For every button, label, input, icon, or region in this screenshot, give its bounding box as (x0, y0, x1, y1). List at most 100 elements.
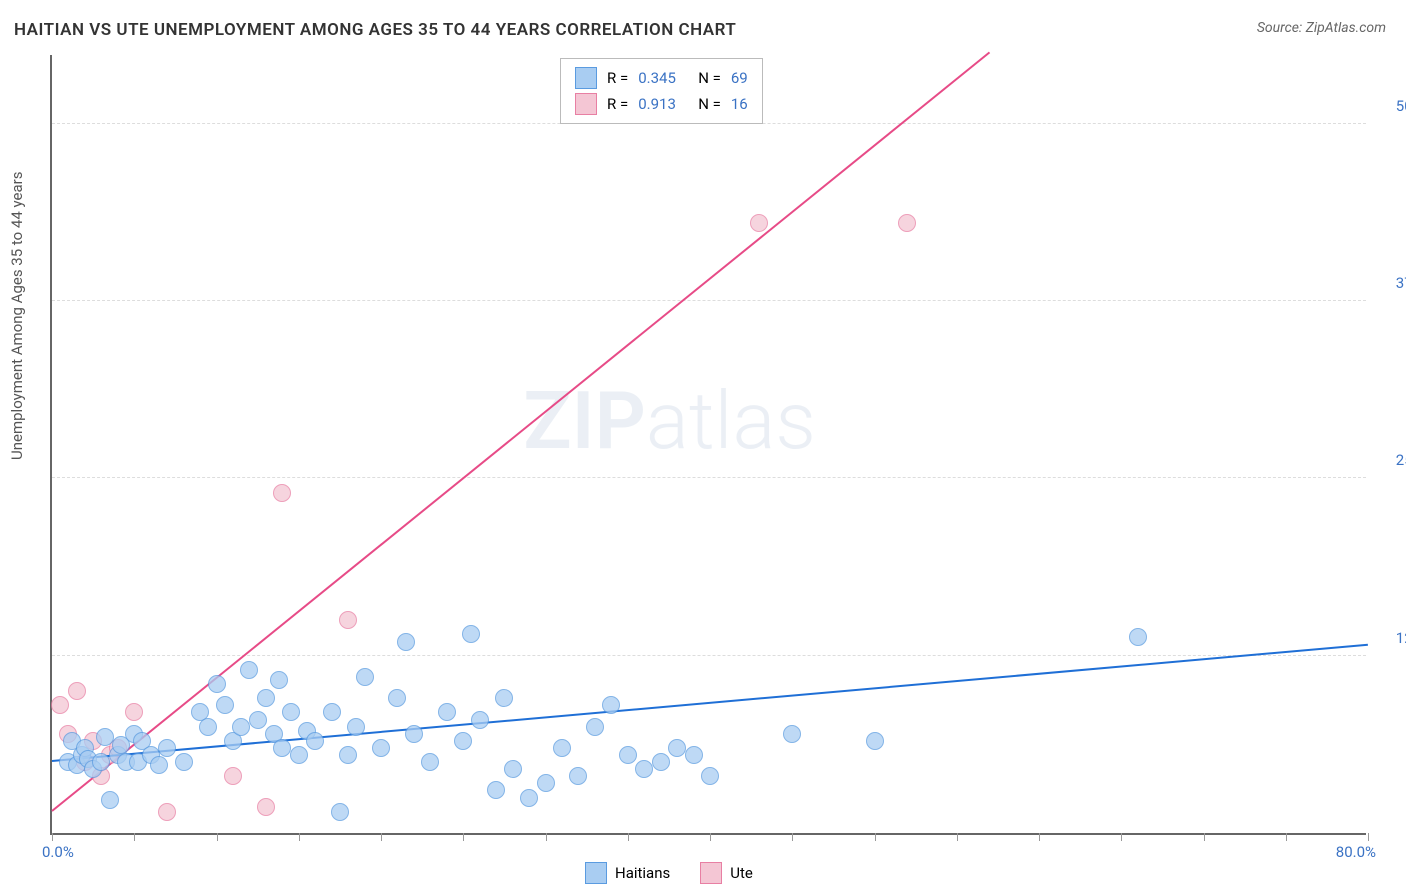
data-point-haitians (331, 803, 349, 821)
data-point-haitians (553, 739, 571, 757)
swatch-haitians (575, 67, 597, 89)
data-point-haitians (240, 661, 258, 679)
data-point-haitians (586, 718, 604, 736)
n-value-ute: 16 (731, 95, 748, 113)
gridline (52, 300, 1366, 301)
data-point-haitians (175, 753, 193, 771)
data-point-haitians (520, 789, 538, 807)
y-tick-label: 50.0% (1396, 97, 1406, 115)
x-minor-tick (628, 833, 629, 841)
watermark: ZIPatlas (523, 374, 816, 468)
swatch-haitians (585, 862, 607, 884)
x-minor-tick (299, 833, 300, 841)
data-point-ute (257, 798, 275, 816)
data-point-ute (68, 682, 86, 700)
x-minor-tick (957, 833, 958, 841)
chart-title: HAITIAN VS UTE UNEMPLOYMENT AMONG AGES 3… (14, 20, 736, 40)
x-minor-tick (1039, 833, 1040, 841)
data-point-haitians (405, 725, 423, 743)
y-axis-label: Unemployment Among Ages 35 to 44 years (8, 172, 26, 460)
legend-row-haitians: R = 0.345 N = 69 (575, 65, 748, 91)
x-minor-tick (1368, 833, 1369, 841)
series-legend: Haitians Ute (585, 862, 753, 884)
data-point-ute (158, 803, 176, 821)
data-point-haitians (356, 668, 374, 686)
data-point-haitians (602, 696, 620, 714)
x-tick-right: 80.0% (1336, 843, 1376, 861)
x-minor-tick (1121, 833, 1122, 841)
data-point-haitians (290, 746, 308, 764)
y-tick-label: 12.5% (1396, 629, 1406, 647)
data-point-haitians (783, 725, 801, 743)
data-point-haitians (495, 689, 513, 707)
gridline (52, 655, 1366, 656)
data-point-ute (339, 611, 357, 629)
data-point-haitians (438, 703, 456, 721)
data-point-haitians (701, 767, 719, 785)
correlation-legend: R = 0.345 N = 69 R = 0.913 N = 16 (560, 58, 763, 124)
x-minor-tick (52, 833, 53, 841)
x-minor-tick (792, 833, 793, 841)
data-point-haitians (306, 732, 324, 750)
x-minor-tick (1286, 833, 1287, 841)
watermark-atlas: atlas (646, 374, 816, 468)
data-point-haitians (569, 767, 587, 785)
r-label: R = (607, 95, 628, 113)
data-point-haitians (96, 728, 114, 746)
data-point-haitians (208, 675, 226, 693)
gridline (52, 477, 1366, 478)
data-point-haitians (339, 746, 357, 764)
x-minor-tick (546, 833, 547, 841)
watermark-zip: ZIP (523, 374, 646, 468)
swatch-ute (700, 862, 722, 884)
data-point-haitians (454, 732, 472, 750)
data-point-haitians (487, 781, 505, 799)
x-minor-tick (875, 833, 876, 841)
data-point-haitians (199, 718, 217, 736)
x-minor-tick (1204, 833, 1205, 841)
n-value-haitians: 69 (731, 69, 748, 87)
n-label: N = (698, 69, 721, 87)
data-point-haitians (537, 774, 555, 792)
data-point-haitians (504, 760, 522, 778)
data-point-ute (51, 696, 69, 714)
data-point-haitians (421, 753, 439, 771)
data-point-haitians (372, 739, 390, 757)
source-label: Source: ZipAtlas.com (1257, 20, 1386, 36)
legend-item-haitians: Haitians (585, 862, 670, 884)
plot-area: ZIPatlas 12.5%25.0%37.5%50.0%0.0%80.0% (50, 55, 1366, 835)
data-point-haitians (249, 711, 267, 729)
data-point-haitians (101, 791, 119, 809)
data-point-haitians (150, 756, 168, 774)
data-point-ute (273, 484, 291, 502)
data-point-haitians (273, 739, 291, 757)
x-minor-tick (381, 833, 382, 841)
data-point-haitians (388, 689, 406, 707)
y-tick-label: 37.5% (1396, 274, 1406, 292)
data-point-ute (224, 767, 242, 785)
data-point-haitians (282, 703, 300, 721)
r-value-haitians: 0.345 (638, 69, 688, 87)
regression-line-ute (51, 51, 990, 811)
data-point-haitians (619, 746, 637, 764)
data-point-haitians (270, 671, 288, 689)
x-minor-tick (134, 833, 135, 841)
data-point-haitians (1129, 628, 1147, 646)
legend-label-haitians: Haitians (615, 864, 670, 882)
data-point-haitians (216, 696, 234, 714)
r-label: R = (607, 69, 628, 87)
swatch-ute (575, 93, 597, 115)
data-point-haitians (257, 689, 275, 707)
data-point-haitians (652, 753, 670, 771)
x-minor-tick (710, 833, 711, 841)
data-point-ute (898, 214, 916, 232)
data-point-haitians (668, 739, 686, 757)
data-point-haitians (158, 739, 176, 757)
legend-item-ute: Ute (700, 862, 753, 884)
legend-row-ute: R = 0.913 N = 16 (575, 91, 748, 117)
r-value-ute: 0.913 (638, 95, 688, 113)
data-point-haitians (232, 718, 250, 736)
x-tick-left: 0.0% (42, 843, 74, 861)
data-point-haitians (397, 633, 415, 651)
data-point-ute (125, 703, 143, 721)
